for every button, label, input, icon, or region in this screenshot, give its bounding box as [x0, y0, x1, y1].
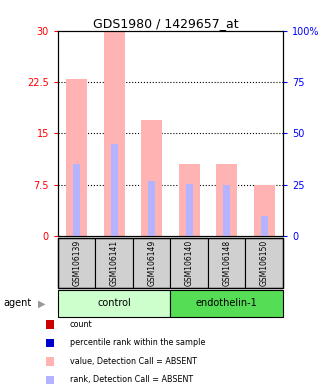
Bar — [254, 185, 274, 236]
Text: ▶: ▶ — [38, 298, 45, 308]
Bar — [133, 238, 170, 288]
Text: count: count — [70, 320, 92, 329]
Bar — [170, 238, 208, 288]
Text: rank, Detection Call = ABSENT: rank, Detection Call = ABSENT — [70, 375, 193, 384]
Bar — [208, 238, 246, 288]
Bar — [111, 144, 118, 236]
Bar — [179, 164, 200, 236]
Text: GSM106139: GSM106139 — [72, 240, 81, 286]
Bar — [261, 216, 268, 236]
Bar — [95, 238, 133, 288]
Text: endothelin-1: endothelin-1 — [196, 298, 258, 308]
Bar — [73, 164, 80, 236]
Bar — [186, 184, 193, 236]
Text: value, Detection Call = ABSENT: value, Detection Call = ABSENT — [70, 357, 197, 366]
Bar — [216, 164, 237, 236]
Bar — [58, 290, 170, 317]
Bar — [141, 120, 162, 236]
Bar — [104, 31, 124, 236]
Text: agent: agent — [3, 298, 31, 308]
Text: control: control — [97, 298, 131, 308]
Text: percentile rank within the sample: percentile rank within the sample — [70, 338, 205, 348]
Text: GSM106141: GSM106141 — [110, 240, 119, 286]
Text: GSM106150: GSM106150 — [260, 240, 269, 286]
Text: GDS1980 / 1429657_at: GDS1980 / 1429657_at — [93, 17, 238, 30]
Bar — [66, 79, 87, 236]
Bar — [148, 181, 155, 236]
Bar — [170, 290, 283, 317]
Text: GSM106149: GSM106149 — [147, 240, 156, 286]
Bar — [246, 238, 283, 288]
Bar — [58, 238, 95, 288]
Bar — [223, 185, 230, 236]
Text: GSM106148: GSM106148 — [222, 240, 231, 286]
Text: GSM106140: GSM106140 — [185, 240, 194, 286]
